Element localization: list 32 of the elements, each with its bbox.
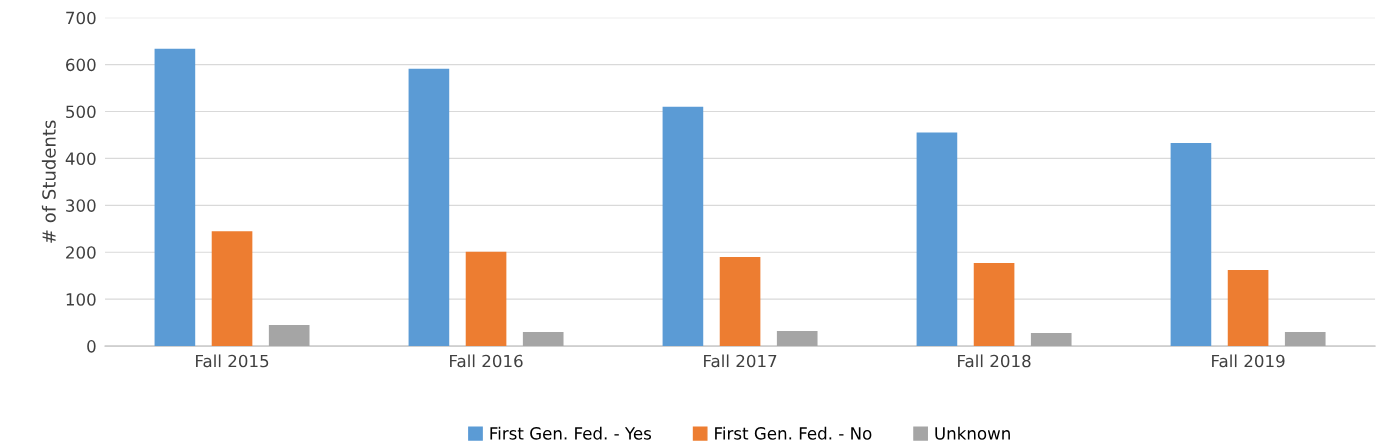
y-axis-title: # of Students <box>41 120 56 243</box>
y-tick-label: 0 <box>87 340 96 353</box>
bar <box>916 132 958 347</box>
x-tick-label: Fall 2019 <box>1212 354 1285 368</box>
y-tick-label: 500 <box>66 105 96 119</box>
y-tick-label: 300 <box>66 199 96 212</box>
bar <box>408 68 450 347</box>
y-tick-label: 100 <box>66 293 96 306</box>
bar <box>662 106 704 347</box>
bar <box>1284 332 1326 347</box>
x-tick-label: Fall 2018 <box>958 354 1031 368</box>
x-tick-label: Fall 2015 <box>196 354 269 368</box>
x-tick-label: Fall 2017 <box>704 354 777 368</box>
bar <box>211 231 253 347</box>
legend-label: First Gen. Fed. - No <box>715 426 872 440</box>
bar <box>465 251 507 347</box>
bar <box>1227 270 1269 347</box>
bar <box>268 324 310 347</box>
bar <box>776 331 818 347</box>
legend-label: First Gen. Fed. - Yes <box>490 426 652 440</box>
bar <box>973 263 1015 347</box>
legend-label: Unknown <box>935 426 1010 440</box>
y-tick-label: 700 <box>66 11 96 25</box>
bar <box>1170 142 1212 347</box>
bar <box>154 48 196 347</box>
bar <box>719 256 761 347</box>
y-tick-label: 200 <box>66 246 96 259</box>
y-tick-label: 400 <box>65 152 96 165</box>
bar <box>1030 332 1072 347</box>
bar <box>522 332 564 347</box>
x-tick-label: Fall 2016 <box>450 354 523 368</box>
y-tick-label: 600 <box>66 58 96 72</box>
